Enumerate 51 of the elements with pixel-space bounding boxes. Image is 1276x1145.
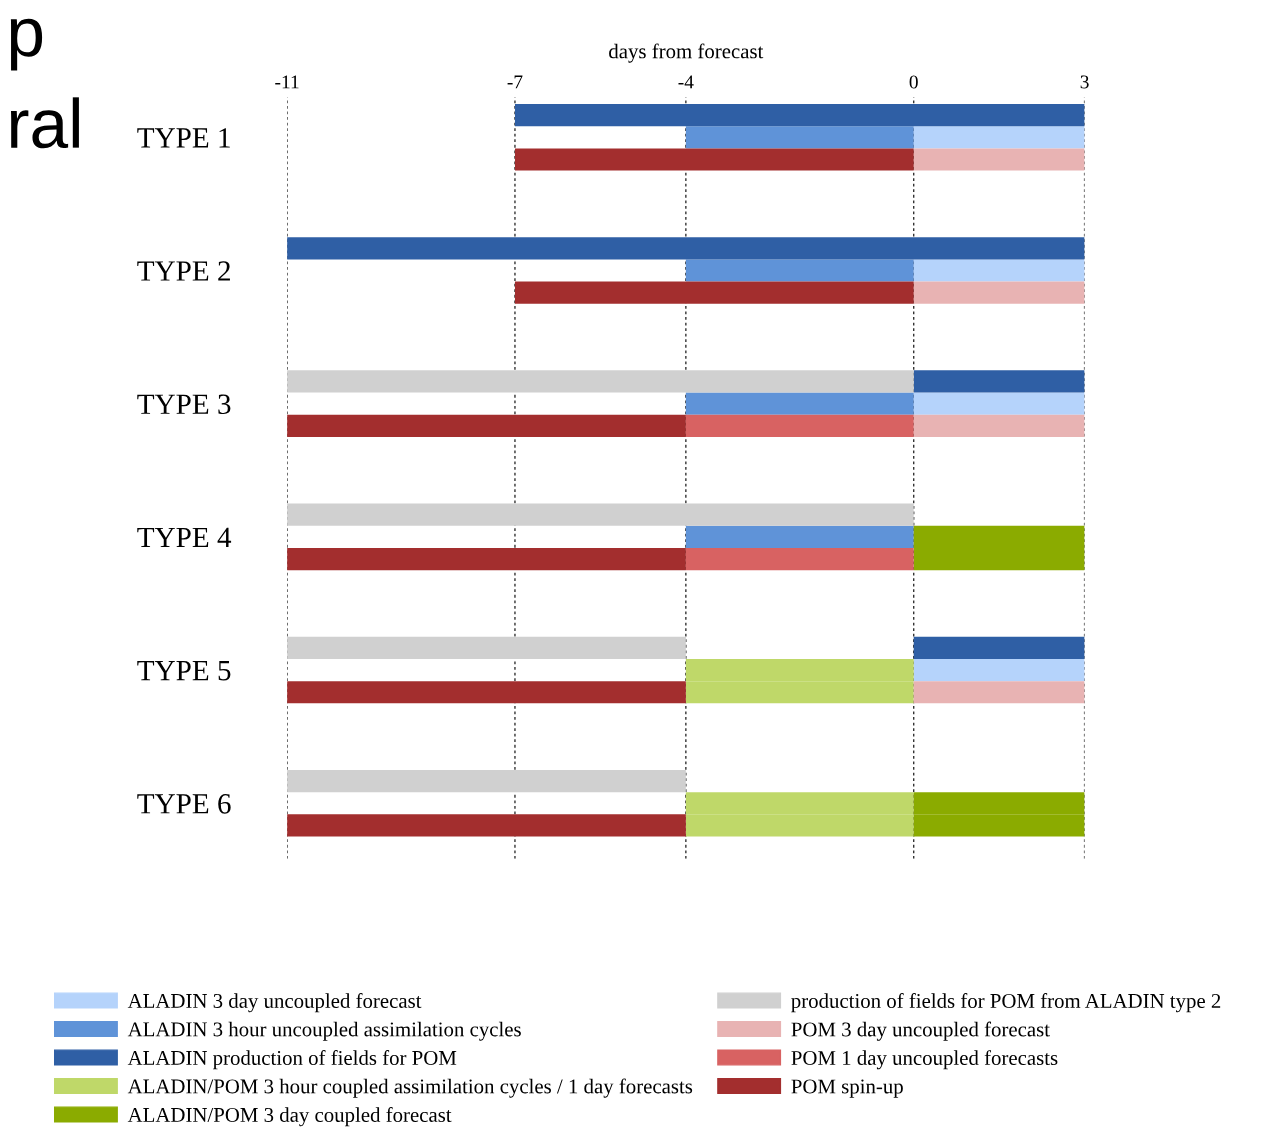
bar (287, 814, 686, 837)
y-tick-label: TYPE 3 (137, 394, 231, 415)
bar (685, 414, 914, 437)
legend-label: ALADIN/POM 3 day coupled forecast (127, 1107, 452, 1127)
bar (685, 525, 914, 548)
bar (514, 148, 914, 171)
bar (514, 103, 1085, 127)
bar (913, 414, 1085, 437)
x-tick-label: -4 (678, 75, 694, 89)
text: ral (10, 97, 79, 149)
bar (913, 148, 1085, 171)
bar (287, 414, 686, 437)
x-tick-label: -11 (275, 75, 299, 89)
text: p (10, 18, 43, 71)
bar (913, 370, 1085, 393)
bar (287, 547, 686, 571)
bar (913, 259, 1085, 282)
y-tick-label: TYPE 4 (137, 527, 232, 547)
bar (913, 658, 1085, 682)
bar (913, 392, 1085, 415)
legend-label: ALADIN 3 hour uncoupled assimilation cycles (127, 1021, 521, 1041)
y-tick-label: TYPE 6 (137, 794, 231, 814)
legend-label: POM spin-up (791, 1079, 903, 1098)
x-tick-label: 0 (909, 75, 918, 89)
bar (685, 547, 914, 571)
legend-label: ALADIN production of fields for POM (127, 1050, 457, 1070)
x-tick-label: 3 (1080, 75, 1089, 89)
bar (514, 281, 914, 304)
bar (287, 503, 914, 526)
legend-label: POM 1 day uncoupled forecasts (791, 1050, 1058, 1070)
legend-label: ALADIN/POM 3 hour coupled assimilation cycles / 1 day forecasts (127, 1078, 693, 1098)
bar (685, 126, 914, 149)
bar (685, 392, 914, 415)
bar (287, 636, 686, 659)
bar (287, 237, 1085, 260)
bar (913, 281, 1085, 304)
x-axis-title: days from forecast (609, 43, 764, 63)
y-tick-label: TYPE 1 (137, 128, 230, 148)
legend-label: POM 3 day uncoupled forecast (791, 1021, 1050, 1041)
bar (913, 681, 1085, 704)
bar (913, 126, 1085, 149)
bar (287, 370, 914, 393)
bar (685, 259, 914, 282)
legend-label: ALADIN 3 day uncoupled forecast (127, 993, 422, 1013)
x-tick-label: -7 (507, 75, 523, 89)
y-tick-label: TYPE 5 (137, 661, 231, 681)
bar (287, 681, 686, 704)
bar (913, 636, 1085, 659)
legend-label: production of fields for POM from ALADIN type 2 (791, 993, 1221, 1013)
y-tick-label: TYPE 2 (137, 261, 230, 281)
bar (287, 769, 686, 793)
